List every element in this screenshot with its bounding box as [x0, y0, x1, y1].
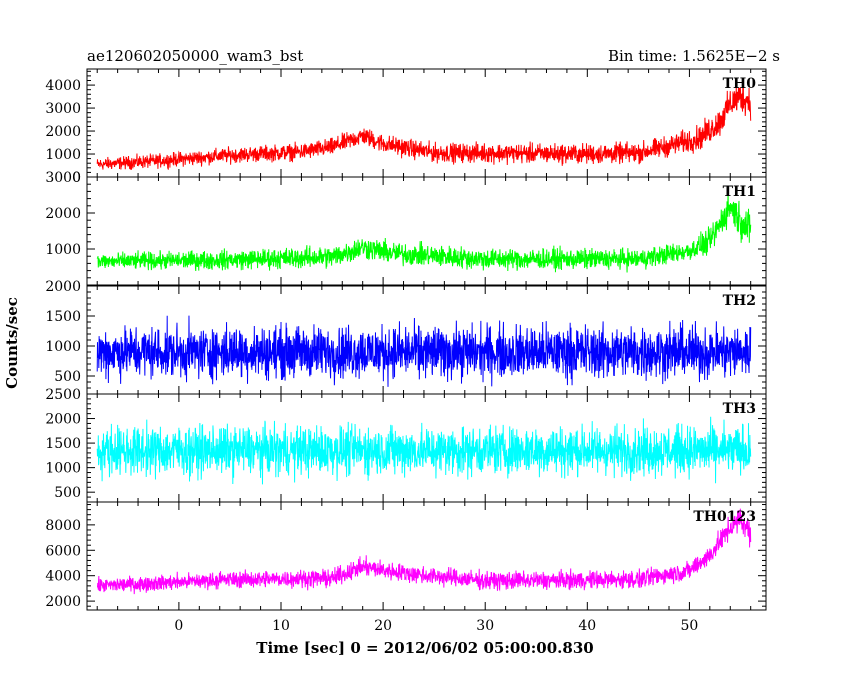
y-tick-label: 0	[72, 170, 81, 186]
y-tick-label: 3000	[45, 170, 81, 186]
y-tick-label: 3000	[45, 101, 81, 117]
panel-label-th2: TH2	[723, 293, 756, 309]
y-tick-label: 2000	[45, 594, 81, 610]
series-line-th3	[96, 416, 752, 485]
x-axis-label: Time [sec] 0 = 2012/06/02 05:00:00.830	[256, 639, 593, 657]
y-tick-label: 4000	[45, 569, 81, 585]
panel-frame	[86, 176, 767, 286]
panel-th0: 0 1000 2000 3000 4000 TH0	[45, 68, 767, 186]
panel-label-th0: TH0	[723, 76, 757, 92]
x-tick-label: 30	[476, 618, 494, 634]
y-tick-label: 2500	[45, 387, 81, 403]
panel-label-th3: TH3	[723, 401, 756, 417]
x-tick-label: 10	[272, 618, 290, 634]
x-tick-label: 20	[374, 618, 392, 634]
panel-label-th1: TH1	[723, 184, 756, 200]
y-tick-label: 8000	[45, 518, 81, 534]
panel-th1: 1000 2000 3000 TH1	[45, 170, 767, 286]
series-line-th1	[96, 192, 752, 273]
y-tick-label: 2000	[45, 279, 81, 295]
y-tick-label: 500	[54, 485, 81, 501]
series-line-th2	[96, 315, 752, 387]
series-line-th0	[96, 85, 752, 170]
y-tick-label: 1500	[45, 436, 81, 452]
y-tick-label: 4000	[45, 78, 81, 94]
x-tick-label: 50	[681, 618, 699, 634]
chart-title-left: ae120602050000_wam3_bst	[87, 47, 303, 65]
y-tick-label: 2000	[45, 206, 81, 222]
y-tick-label: 1500	[45, 309, 81, 325]
panel-th0123: 2000 4000 6000 8000 TH0123	[45, 501, 767, 611]
chart-title-right: Bin time: 1.5625E−2 s	[608, 47, 780, 65]
y-axis-label: Counts/sec	[3, 297, 21, 389]
panel-th3: 500 1000 1500 2000 2500 TH3	[45, 387, 767, 503]
y-tick-label: 1000	[45, 147, 81, 163]
y-tick-label: 6000	[45, 543, 81, 559]
y-tick-label: 1000	[45, 242, 81, 258]
panel-th2: 500 1000 1500 2000 TH2	[45, 279, 767, 395]
series-line-th0123	[96, 508, 752, 595]
panel-frame	[86, 501, 767, 611]
y-tick-label: 500	[54, 369, 81, 385]
panel-label-th0123: TH0123	[693, 509, 756, 525]
x-tick-label: 40	[578, 618, 596, 634]
y-tick-label: 1000	[45, 339, 81, 355]
x-tick-label: 0	[174, 618, 183, 634]
y-tick-label: 1000	[45, 461, 81, 477]
y-tick-label: 2000	[45, 124, 81, 140]
y-tick-label: 2000	[45, 412, 81, 428]
